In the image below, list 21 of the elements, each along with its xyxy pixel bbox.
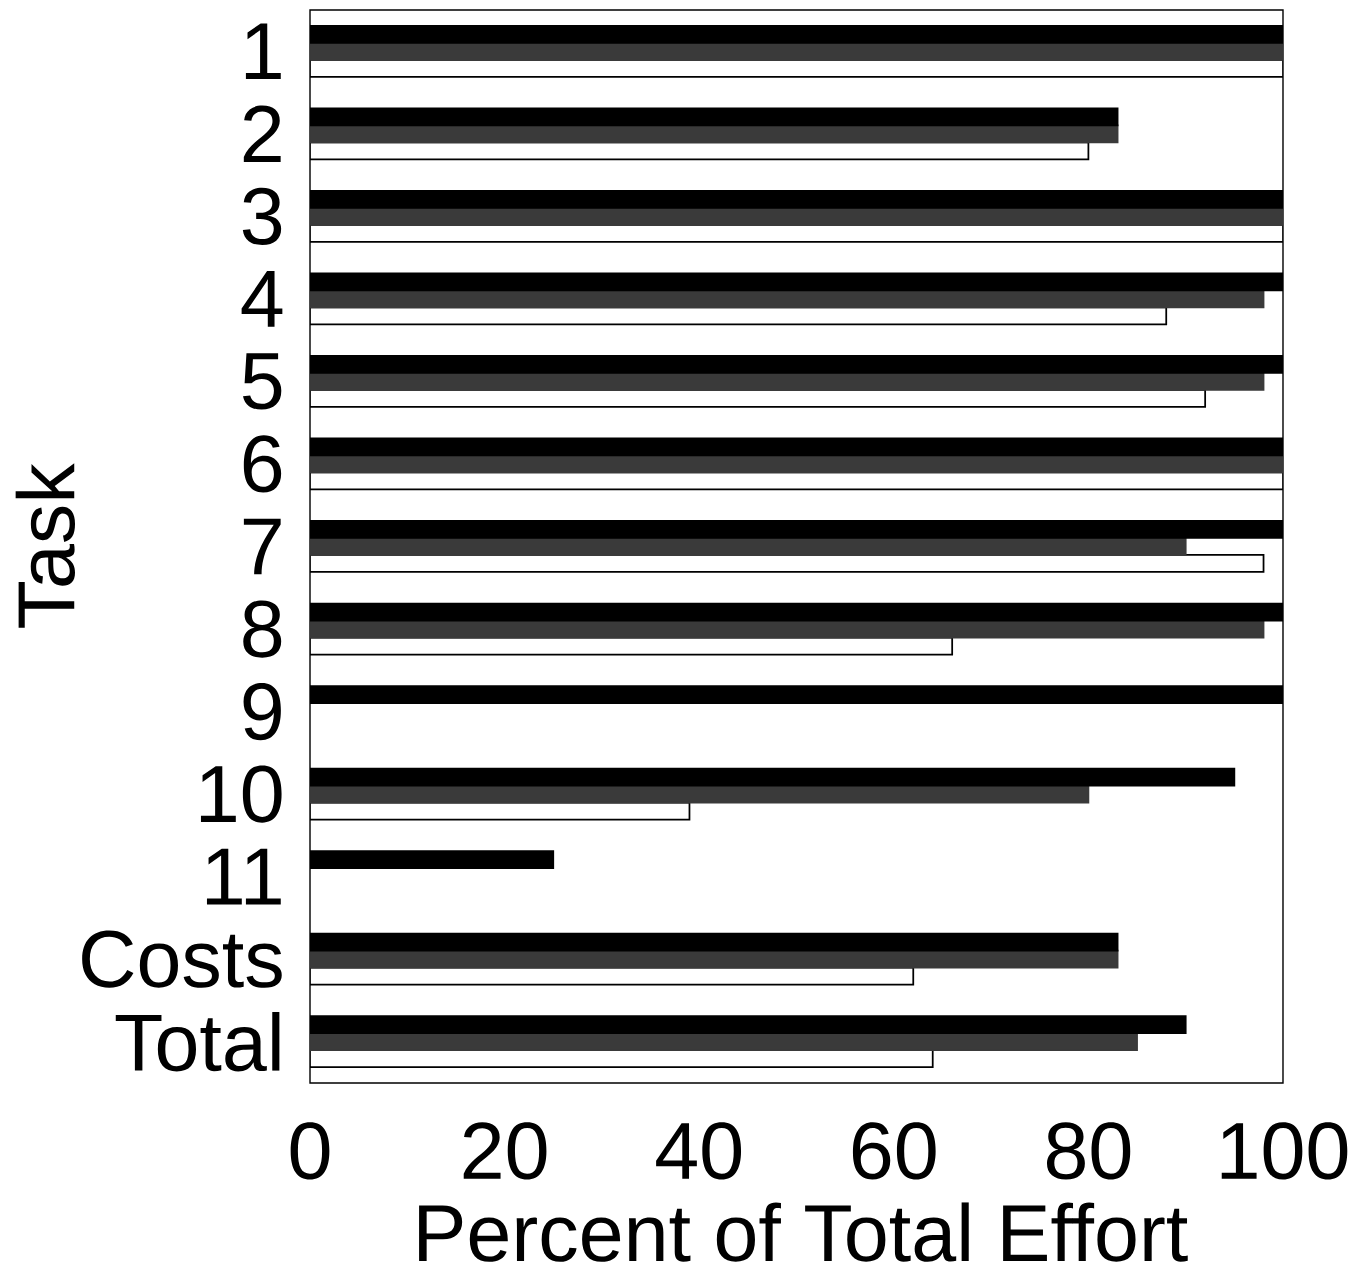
y-tick-label: 10 xyxy=(200,765,282,823)
x-axis-title: Percent of Total Effort xyxy=(419,1202,1188,1262)
x-tick-label: 20 xyxy=(463,1122,547,1180)
y-tick-label: 2 xyxy=(243,105,281,163)
y-tick-label: 11 xyxy=(206,848,281,905)
x-tick-label: 40 xyxy=(656,1122,742,1180)
y-tick-label: 7 xyxy=(243,518,281,575)
x-tick-label: 0 xyxy=(290,1122,330,1180)
x-tick-label: 100 xyxy=(1221,1122,1348,1180)
y-tick-label: 8 xyxy=(243,600,282,658)
y-tick-label: 6 xyxy=(243,435,282,493)
y-tick-label: Total xyxy=(115,1012,280,1072)
y-axis-title: Task xyxy=(15,463,76,628)
y-tick-label: 1 xyxy=(245,23,281,80)
y-tick-label: 4 xyxy=(241,271,283,327)
y-tick-label: 9 xyxy=(243,682,281,741)
x-tick-label: 60 xyxy=(852,1122,936,1180)
x-tick-label: 80 xyxy=(1046,1122,1131,1180)
y-tick-label: Costs xyxy=(82,930,282,988)
y-tick-label: 3 xyxy=(242,187,282,245)
y-tick-label: 5 xyxy=(243,353,282,410)
